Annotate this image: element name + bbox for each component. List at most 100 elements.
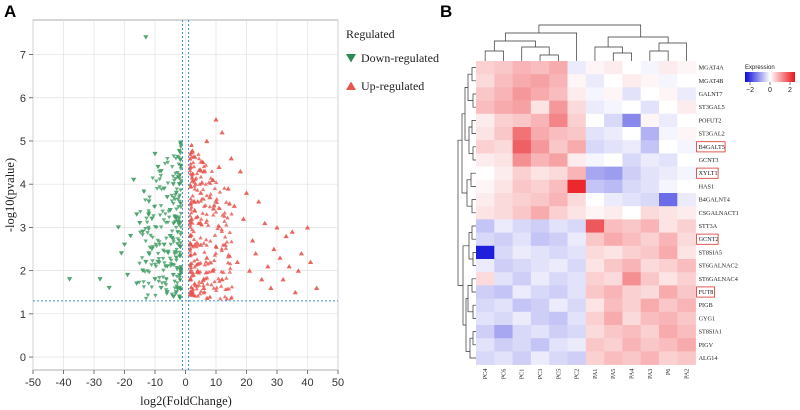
y-axis-label: -log10(pvalue) [3, 158, 17, 232]
heatmap-cell [476, 166, 495, 181]
expression-colorbar [745, 72, 795, 82]
volcano-cloud-point [174, 258, 179, 263]
volcano-cloud-point [171, 240, 176, 245]
volcano-point [195, 199, 201, 204]
heatmap-cell [549, 245, 568, 260]
heatmap-cell [530, 127, 550, 141]
heatmap-cell [494, 272, 513, 286]
volcano-point [207, 194, 213, 200]
volcano-cloud-point [205, 296, 210, 301]
gene-label: GYG1 [699, 315, 716, 322]
volcano-point [204, 255, 210, 260]
volcano-point [204, 138, 210, 144]
y-tick-label: 6 [20, 93, 26, 105]
heatmap-cell [494, 245, 513, 260]
heatmap-cell [640, 140, 660, 154]
gene-label: B4GALT5 [699, 144, 725, 151]
volcano-point [152, 151, 158, 157]
volcano-cloud-point [159, 187, 164, 192]
volcano-cloud-point [219, 246, 224, 251]
dendrogram-branch [658, 42, 687, 61]
volcano-cloud-point [178, 245, 183, 250]
gene-label: FUT8 [699, 289, 714, 296]
heatmap-cell [622, 100, 641, 115]
volcano-cloud-point [151, 214, 156, 219]
heatmap-cell [640, 179, 660, 194]
heatmap-cell [640, 87, 660, 101]
volcano-point [201, 168, 207, 174]
volcano-cloud-point [200, 160, 206, 165]
volcano-point [210, 177, 216, 182]
volcano-point [271, 246, 277, 252]
volcano-cloud-point [227, 254, 233, 258]
volcano-cloud-point [222, 294, 228, 299]
heatmap-cell [567, 87, 587, 101]
x-tick-label: 50 [332, 377, 344, 389]
dendrogram-branch [472, 146, 476, 161]
y-tick-label: 1 [20, 309, 26, 321]
heatmap-cell [567, 285, 587, 299]
volcano-point [189, 289, 195, 295]
heatmap-cell [604, 127, 623, 141]
volcano-cloud-point [218, 296, 223, 301]
heatmap-cell [530, 351, 550, 365]
heatmap-cell [677, 87, 696, 101]
volcano-point [268, 285, 274, 290]
volcano-cloud-point [188, 201, 194, 205]
volcano-point [170, 272, 176, 278]
heatmap-cell [640, 166, 660, 181]
heatmap-cell [567, 298, 587, 313]
x-tick-label: -20 [117, 377, 133, 389]
sample-label: PA5 [610, 369, 617, 379]
expression-legend-title: Expression [745, 65, 775, 71]
heatmap-cell [640, 74, 660, 88]
highlight-box [696, 141, 726, 153]
heatmap-cell [512, 140, 532, 154]
volcano-cloud-point [173, 225, 179, 230]
heatmap-cell [567, 113, 587, 128]
heatmap-cell [677, 140, 696, 154]
volcano-cloud-point [160, 275, 166, 280]
volcano-cloud-point [165, 157, 170, 161]
heatmap-cell [567, 245, 587, 260]
heatmap-cell [622, 245, 641, 260]
gene-label: MGAT4A [699, 65, 725, 72]
heatmap-cell [567, 193, 587, 207]
volcano-cloud-point [149, 263, 154, 267]
heatmap-cell [677, 351, 696, 365]
volcano-cloud-point [175, 230, 180, 235]
heatmap-cell [604, 166, 623, 181]
volcano-cloud-point [178, 225, 184, 230]
heatmap-cell [549, 338, 568, 352]
heatmap-cell [622, 153, 641, 167]
volcano-cloud-point [201, 164, 207, 169]
expression-tick-label: −2 [746, 87, 754, 94]
heatmap-cell [549, 140, 568, 154]
volcano-cloud-point [178, 230, 183, 235]
heatmap-cell [622, 140, 641, 154]
heatmap-cell [494, 61, 513, 75]
volcano-cloud-point [178, 253, 183, 257]
volcano-point [195, 268, 201, 273]
volcano-cloud-point [205, 281, 210, 286]
volcano-point [134, 212, 140, 217]
volcano-cloud-point [172, 279, 177, 284]
volcano-cloud-point [175, 281, 180, 286]
panel-a-label: A [4, 2, 16, 21]
sample-label: PC1 [519, 369, 526, 380]
volcano-cloud-point [166, 215, 172, 220]
volcano-cloud-point [150, 259, 155, 263]
sample-label: PA2 [683, 369, 690, 379]
heatmap-cell [567, 74, 587, 88]
volcano-cloud-point [188, 267, 194, 272]
volcano-cloud-point [160, 209, 165, 214]
volcano-point [146, 251, 152, 256]
volcano-point [198, 242, 204, 247]
volcano-point [243, 190, 250, 195]
volcano-cloud-point [164, 236, 169, 241]
volcano-cloud-point [146, 213, 151, 218]
heatmap-cell [677, 193, 696, 207]
heatmap-cell [494, 179, 513, 194]
sample-label: PA4 [629, 369, 636, 379]
heatmap-cell [640, 61, 660, 75]
